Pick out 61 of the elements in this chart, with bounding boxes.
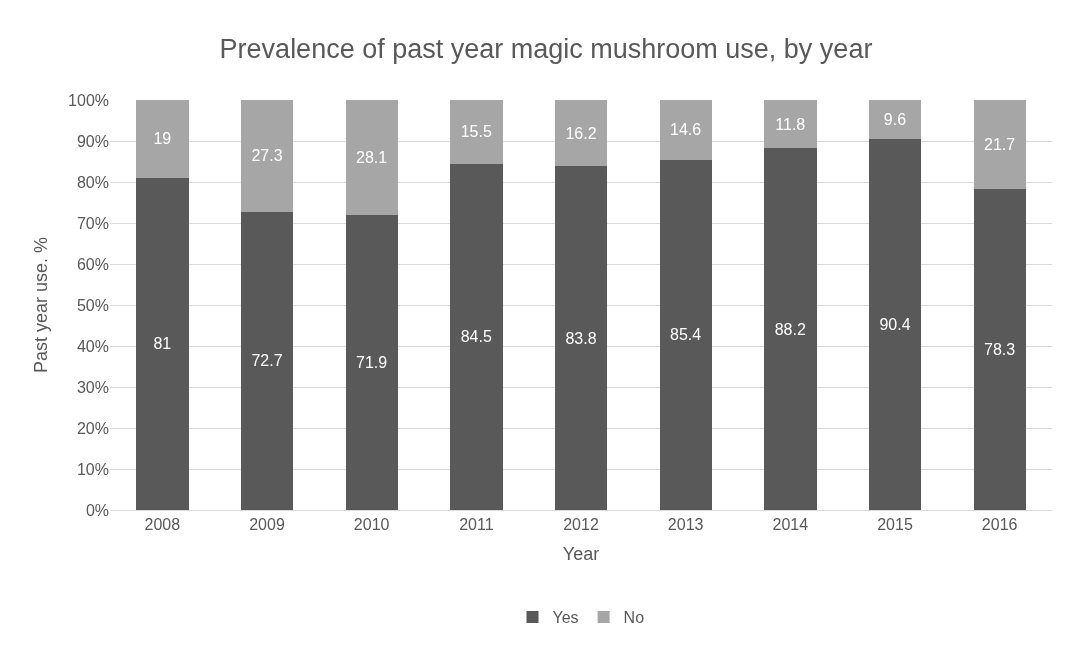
bar <box>240 100 294 212</box>
y-tick-label: 90% <box>76 132 109 150</box>
data-label: 88.2 <box>774 320 806 338</box>
bar <box>554 166 608 510</box>
bar <box>450 100 503 164</box>
y-tick-label: 20% <box>76 419 109 437</box>
bar <box>136 177 189 510</box>
data-label: 83.8 <box>565 329 597 347</box>
y-tick-label: 50% <box>76 296 109 314</box>
y-axis-title: Past year use. % <box>31 236 52 374</box>
data-label: 78.3 <box>984 340 1016 358</box>
bar <box>973 100 1026 189</box>
x-tick-label: 2009 <box>249 516 285 534</box>
x-tick-label: 2010 <box>353 516 390 534</box>
legend-label: No <box>623 609 645 627</box>
bar <box>345 215 398 510</box>
y-tick-label: 80% <box>76 173 109 191</box>
x-tick-label: 2008 <box>144 516 181 534</box>
data-label: 90.4 <box>879 316 911 334</box>
bar <box>764 100 817 149</box>
data-label: 11.8 <box>775 115 806 133</box>
y-tick-label: 10% <box>76 460 109 478</box>
data-label: 16.2 <box>565 124 597 142</box>
y-tick-label: 40% <box>76 337 109 355</box>
legend-label: Yes <box>552 609 579 627</box>
bar <box>868 100 922 140</box>
y-tick-label: 30% <box>76 378 109 396</box>
chart-title: Prevalence of past year magic mushroom use, by year <box>219 33 873 64</box>
data-label: 84.5 <box>460 328 492 346</box>
bar <box>764 148 817 510</box>
data-label: 19 <box>153 130 172 148</box>
y-tick-label: 0% <box>85 501 109 519</box>
bar <box>554 100 608 167</box>
data-label: 85.4 <box>670 326 702 344</box>
data-label: 21.7 <box>984 135 1016 153</box>
bar <box>450 163 503 510</box>
data-label: 81 <box>153 335 172 353</box>
data-label: 14.6 <box>670 121 702 139</box>
x-tick-label: 2016 <box>981 516 1018 534</box>
bar <box>973 188 1026 510</box>
x-tick-label: 2015 <box>877 516 913 534</box>
bar <box>659 100 712 160</box>
x-tick-label: 2012 <box>563 516 599 534</box>
bar <box>240 211 294 510</box>
bar <box>659 159 712 510</box>
bar <box>868 139 922 510</box>
x-tick-label: 2013 <box>667 516 704 534</box>
data-label: 71.9 <box>356 354 388 372</box>
data-label: 15.5 <box>460 123 492 141</box>
x-tick-label: 2011 <box>459 516 494 534</box>
bar <box>345 100 398 216</box>
y-tick-label: 60% <box>76 255 109 273</box>
x-tick-label: 2014 <box>772 516 809 534</box>
x-axis-title: Year <box>562 544 600 565</box>
data-label: 72.7 <box>251 352 283 370</box>
y-tick-label: 70% <box>76 214 109 232</box>
y-tick-label: 100% <box>68 91 109 109</box>
data-label: 9.6 <box>883 111 907 129</box>
data-label: 28.1 <box>356 149 388 167</box>
data-label: 27.3 <box>251 147 283 165</box>
bar <box>136 100 189 178</box>
